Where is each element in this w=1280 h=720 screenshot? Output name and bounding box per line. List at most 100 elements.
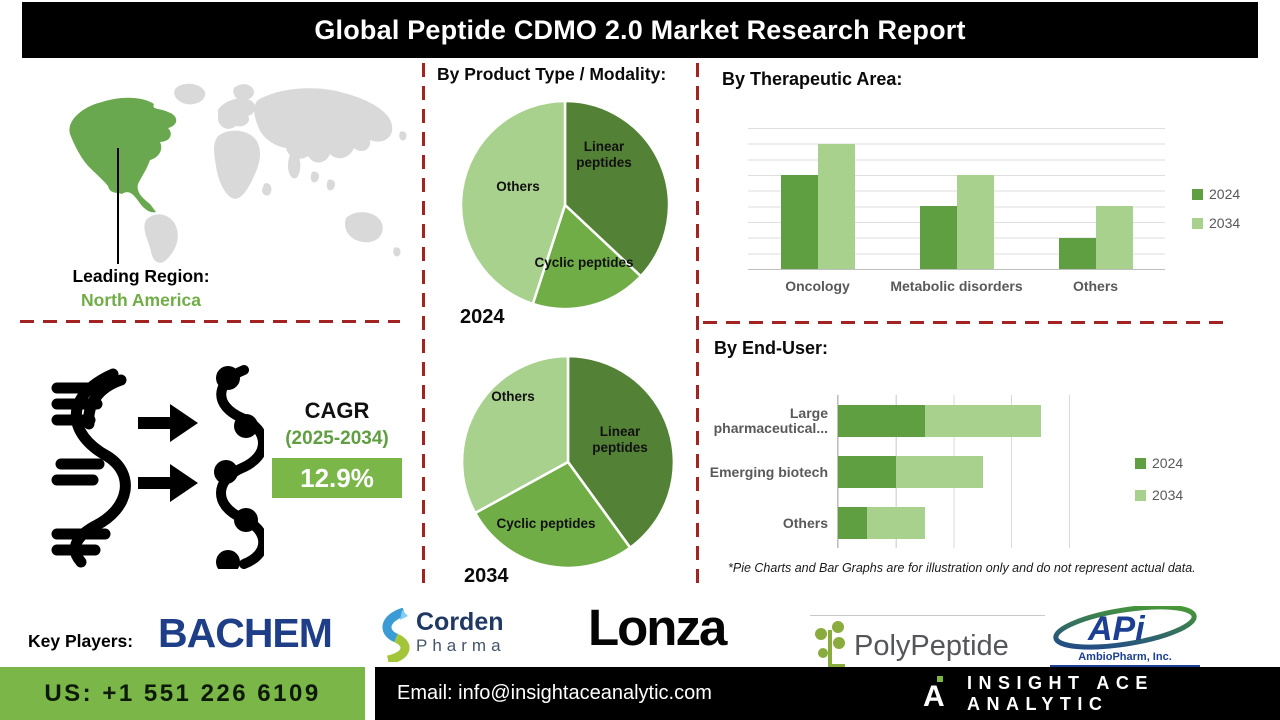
leading-region-value: North America bbox=[81, 290, 201, 310]
transform-arrows-icon bbox=[138, 404, 198, 502]
polypeptide-icon bbox=[815, 621, 845, 668]
pie-slice-linear-peptides bbox=[563, 99, 671, 278]
therapeutic-area-bar-chart bbox=[748, 128, 1165, 270]
peptide-chain-icon bbox=[214, 365, 264, 569]
legend-swatch-2034 bbox=[1135, 489, 1146, 501]
pie-year-label: 2034 bbox=[464, 565, 509, 587]
leading-region-label: Leading Region: bbox=[72, 266, 210, 286]
divider-right-horizontal bbox=[703, 321, 1231, 324]
section-title-product-type: By Product Type / Modality: bbox=[437, 64, 667, 84]
ambiopharm-text: AmbioPharm, Inc. bbox=[1078, 651, 1172, 663]
polypeptide-text: PolyPeptide bbox=[854, 629, 1009, 662]
bar-2034 bbox=[956, 175, 994, 269]
api-underline bbox=[1050, 665, 1200, 667]
map-india bbox=[288, 150, 301, 179]
pie-slice-label: Linear peptides bbox=[576, 139, 632, 170]
footer-phone-block: US: +1 551 226 6109 bbox=[0, 667, 365, 720]
pie-slice-label: Others bbox=[496, 179, 540, 194]
title-bar: Global Peptide CDMO 2.0 Market Research … bbox=[22, 2, 1258, 58]
bar-group bbox=[1026, 128, 1165, 269]
legend-label: 2024 bbox=[1152, 455, 1184, 471]
bar-segment-2034 bbox=[867, 507, 925, 539]
legend-swatch-2034 bbox=[1192, 217, 1203, 229]
bar-segment-2034 bbox=[896, 456, 983, 488]
therapeutic-area-legend: 2024 2034 bbox=[1192, 186, 1240, 231]
category-label: Large pharmaceutical... bbox=[713, 405, 828, 436]
corden-line1: Corden bbox=[416, 608, 504, 636]
category-label: Others bbox=[1072, 278, 1119, 294]
bachem-logo: BACHEM bbox=[158, 610, 333, 656]
bar-2024 bbox=[1058, 237, 1096, 269]
section-title-therapeutic-area: By Therapeutic Area: bbox=[722, 69, 903, 89]
end-user-bar-chart bbox=[837, 395, 1070, 548]
bar-segment-2024 bbox=[838, 405, 925, 437]
lonza-logo: Lonza bbox=[588, 599, 727, 656]
phone-number: US: +1 551 226 6109 bbox=[44, 679, 321, 707]
map-asia bbox=[254, 88, 393, 163]
pie-slice-label: Others bbox=[491, 389, 535, 404]
legend-swatch-2024 bbox=[1192, 188, 1203, 200]
map-islands bbox=[393, 131, 407, 257]
corden-pharma-icon bbox=[382, 608, 410, 662]
legend-entry: 2024 bbox=[1192, 186, 1240, 202]
key-players-label: Key Players: bbox=[28, 631, 134, 651]
email-link[interactable]: Email: info@insightaceanalytic.com bbox=[397, 682, 712, 704]
pie-slice-label: Linear peptides bbox=[592, 424, 648, 455]
dna-helix-icon bbox=[51, 368, 131, 568]
map-se-asia-islands bbox=[310, 171, 336, 191]
corden-pharma-logo: Corden Pharma bbox=[372, 608, 506, 662]
category-label: Others bbox=[782, 514, 828, 531]
map-scandinavia bbox=[233, 84, 254, 101]
pie-slice-cyclic-peptides bbox=[531, 203, 643, 311]
corden-pharma-text: Corden Pharma bbox=[416, 610, 506, 662]
category-label: Metabolic disorders bbox=[890, 278, 1023, 294]
category-label: Oncology bbox=[785, 278, 850, 294]
pie-slice-label: Cyclic peptides bbox=[496, 516, 596, 531]
disclaimer-text: *Pie Charts and Bar Graphs are for illus… bbox=[728, 561, 1196, 575]
map-madagascar bbox=[262, 183, 272, 196]
api-swoosh-icon: APi bbox=[1053, 604, 1197, 650]
legend-entry: 2034 bbox=[1135, 487, 1183, 503]
map-south-america bbox=[144, 214, 178, 263]
corden-line2: Pharma bbox=[416, 636, 506, 655]
end-user-category-axis: Large pharmaceutical... Emerging biotech O… bbox=[698, 395, 828, 558]
stacked-bar-row bbox=[838, 405, 1070, 437]
legend-label: 2034 bbox=[1209, 215, 1241, 231]
api-text: APi bbox=[1087, 610, 1146, 648]
bar-2034 bbox=[817, 143, 855, 269]
leading-region-block: Leading Region: North America bbox=[26, 266, 256, 311]
polypeptide-logo: PolyPeptide bbox=[814, 620, 1009, 672]
legend-swatch-2024 bbox=[1135, 457, 1146, 469]
cagr-period: (2025-2034) bbox=[285, 428, 389, 449]
bar-group bbox=[887, 128, 1026, 269]
pie-slice-cyclic-peptides bbox=[473, 460, 632, 570]
bar-segment-2034 bbox=[925, 405, 1041, 437]
logo-green-dot bbox=[937, 676, 943, 682]
brand-name: INSIGHT ACE ANALYTIC bbox=[967, 672, 1154, 714]
bar-group bbox=[748, 128, 887, 269]
bar-2024 bbox=[919, 206, 957, 269]
category-label: Emerging biotech bbox=[709, 463, 828, 480]
therapeutic-area-category-axis: Oncology Metabolic disorders Others bbox=[748, 278, 1165, 294]
map-africa bbox=[214, 130, 261, 199]
legend-label: 2024 bbox=[1209, 186, 1241, 202]
stacked-bar-row bbox=[838, 456, 1070, 488]
pie-slice-label: Cyclic peptides bbox=[534, 255, 634, 270]
divider-vertical-2 bbox=[696, 63, 699, 590]
cagr-block: CAGR (2025-2034) 12.9% bbox=[272, 398, 402, 498]
map-europe bbox=[218, 98, 256, 129]
legend-entry: 2024 bbox=[1135, 455, 1183, 471]
legend-entry: 2034 bbox=[1192, 215, 1240, 231]
pie-year-label: 2024 bbox=[460, 306, 505, 328]
map-australia bbox=[345, 212, 383, 243]
bar-2024 bbox=[780, 175, 818, 269]
section-title-end-user: By End-User: bbox=[714, 338, 829, 358]
map-greenland bbox=[174, 83, 206, 105]
cagr-value-badge: 12.9% bbox=[272, 458, 402, 498]
bar-segment-2024 bbox=[838, 456, 896, 488]
divider-vertical-1 bbox=[422, 63, 425, 590]
pie-slice-others bbox=[459, 99, 567, 306]
pie-slice-linear-peptides bbox=[566, 354, 676, 549]
map-pointer-line bbox=[117, 148, 119, 264]
stacked-bar-row bbox=[838, 507, 1070, 539]
